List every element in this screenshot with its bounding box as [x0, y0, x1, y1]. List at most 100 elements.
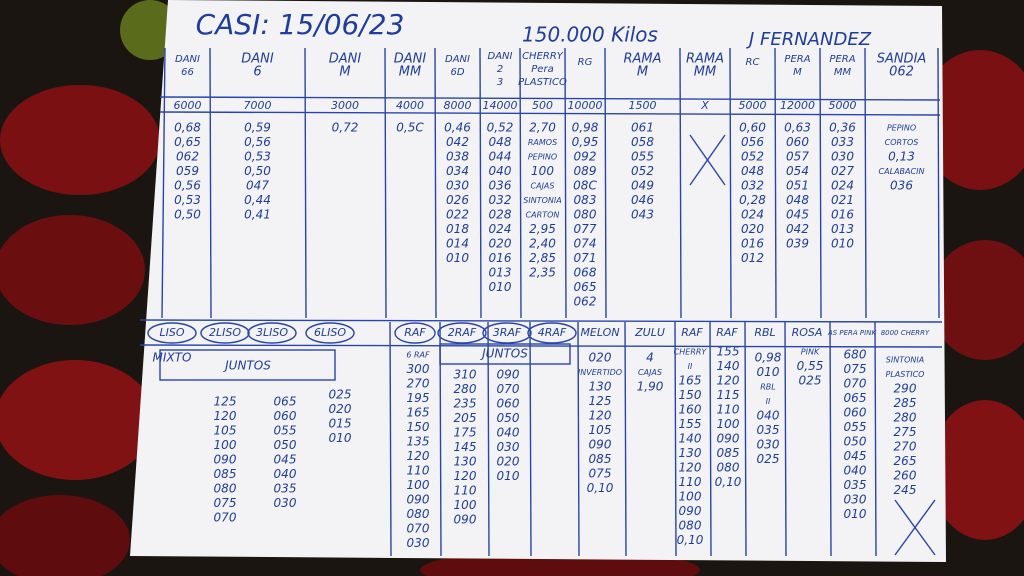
price: 300	[407, 362, 430, 376]
column-header: 3RAF	[493, 326, 522, 339]
note: JUNTOS	[223, 359, 271, 373]
price: 057	[786, 150, 809, 164]
header-circle	[527, 322, 577, 344]
column-note: 6 RAF	[406, 351, 430, 360]
price: 0,50	[244, 164, 271, 178]
price: 100	[214, 438, 237, 452]
price: 028	[489, 208, 512, 222]
header-rule	[159, 96, 941, 101]
column-note: SINTONIA	[886, 356, 924, 365]
cross	[894, 499, 936, 556]
price: 040	[489, 164, 512, 178]
column-header: RAF	[716, 326, 738, 339]
price: 047	[246, 179, 269, 193]
price: 4	[646, 351, 654, 365]
column-rule	[564, 47, 567, 319]
price: 052	[631, 164, 654, 178]
price: 045	[844, 449, 867, 463]
column-qty: 500	[532, 99, 553, 112]
price: 2,85	[529, 251, 556, 265]
column-header: RC	[746, 57, 760, 68]
column-header: RG	[578, 57, 593, 68]
price: 048	[786, 193, 809, 207]
price: 260	[894, 469, 917, 483]
price: 080	[717, 461, 740, 475]
column-header: RAF	[681, 326, 703, 339]
price: 080	[214, 482, 237, 496]
column-note: II	[766, 397, 771, 406]
column-header: DANI	[445, 54, 470, 65]
price: 120	[214, 409, 237, 423]
column-note: RBL	[760, 383, 776, 392]
price: 039	[786, 237, 809, 251]
price: 036	[489, 179, 512, 193]
price: 0,98	[755, 351, 782, 365]
column-rule	[389, 321, 392, 557]
price: 033	[831, 135, 854, 149]
column-header: DANI	[329, 52, 362, 67]
price: 140	[679, 432, 702, 446]
price: 083	[574, 193, 597, 207]
price: 090	[454, 513, 477, 527]
column-header: DANI	[241, 52, 274, 67]
price: 043	[631, 208, 654, 222]
column-header: AS PERA PINK	[827, 329, 878, 337]
column-rule	[864, 47, 867, 319]
price: 100	[717, 417, 740, 431]
price: 120	[407, 449, 430, 463]
price: 035	[757, 423, 780, 437]
column-rule	[304, 47, 307, 319]
juntos-box	[159, 349, 336, 381]
column-header: RAMA	[623, 52, 661, 67]
price: 049	[631, 179, 654, 193]
price: 014	[446, 237, 469, 251]
price: 310	[454, 368, 477, 382]
price: 071	[574, 251, 597, 265]
column-rule	[937, 47, 940, 319]
price: 0,10	[587, 481, 614, 495]
column-rule	[209, 47, 212, 319]
price: 120	[717, 374, 740, 388]
price: 021	[831, 193, 854, 207]
column-rule	[874, 321, 877, 557]
price: 061	[631, 121, 654, 135]
price: 100	[454, 498, 477, 512]
column-header: MM	[694, 65, 716, 80]
price: 030	[274, 496, 297, 510]
price: 089	[574, 164, 597, 178]
column-rule	[519, 47, 522, 319]
price: 0,50	[174, 208, 201, 222]
price: 0,46	[444, 121, 471, 135]
price: 275	[894, 425, 917, 439]
column-rule	[774, 47, 777, 319]
price: 08C	[573, 179, 597, 193]
price: 110	[679, 475, 702, 489]
price: 0,10	[677, 533, 704, 547]
price: 013	[489, 266, 512, 280]
price: 030	[446, 179, 469, 193]
price: 055	[844, 420, 867, 434]
price: 130	[679, 446, 702, 460]
price: 165	[407, 406, 430, 420]
column-header: PERA	[829, 54, 855, 65]
column-rule	[577, 321, 580, 557]
price: 020	[589, 351, 612, 365]
column-header: PERA	[784, 54, 810, 65]
price: 0,53	[244, 150, 271, 164]
price: 100	[679, 490, 702, 504]
column-header: 2LISO	[209, 326, 241, 339]
price: 010	[446, 251, 469, 265]
juntos-box	[439, 343, 571, 365]
column-note: PEPINO	[528, 153, 557, 162]
price: 070	[407, 522, 430, 536]
column-note: CORTOS	[885, 138, 919, 147]
price: 0,72	[332, 121, 359, 135]
price: 090	[589, 438, 612, 452]
price: 030	[844, 493, 867, 507]
price: 048	[741, 164, 764, 178]
name: J FERNANDEZ	[746, 29, 872, 50]
price: 010	[757, 365, 780, 379]
column-rule	[384, 47, 387, 319]
price: 2,95	[529, 222, 556, 236]
